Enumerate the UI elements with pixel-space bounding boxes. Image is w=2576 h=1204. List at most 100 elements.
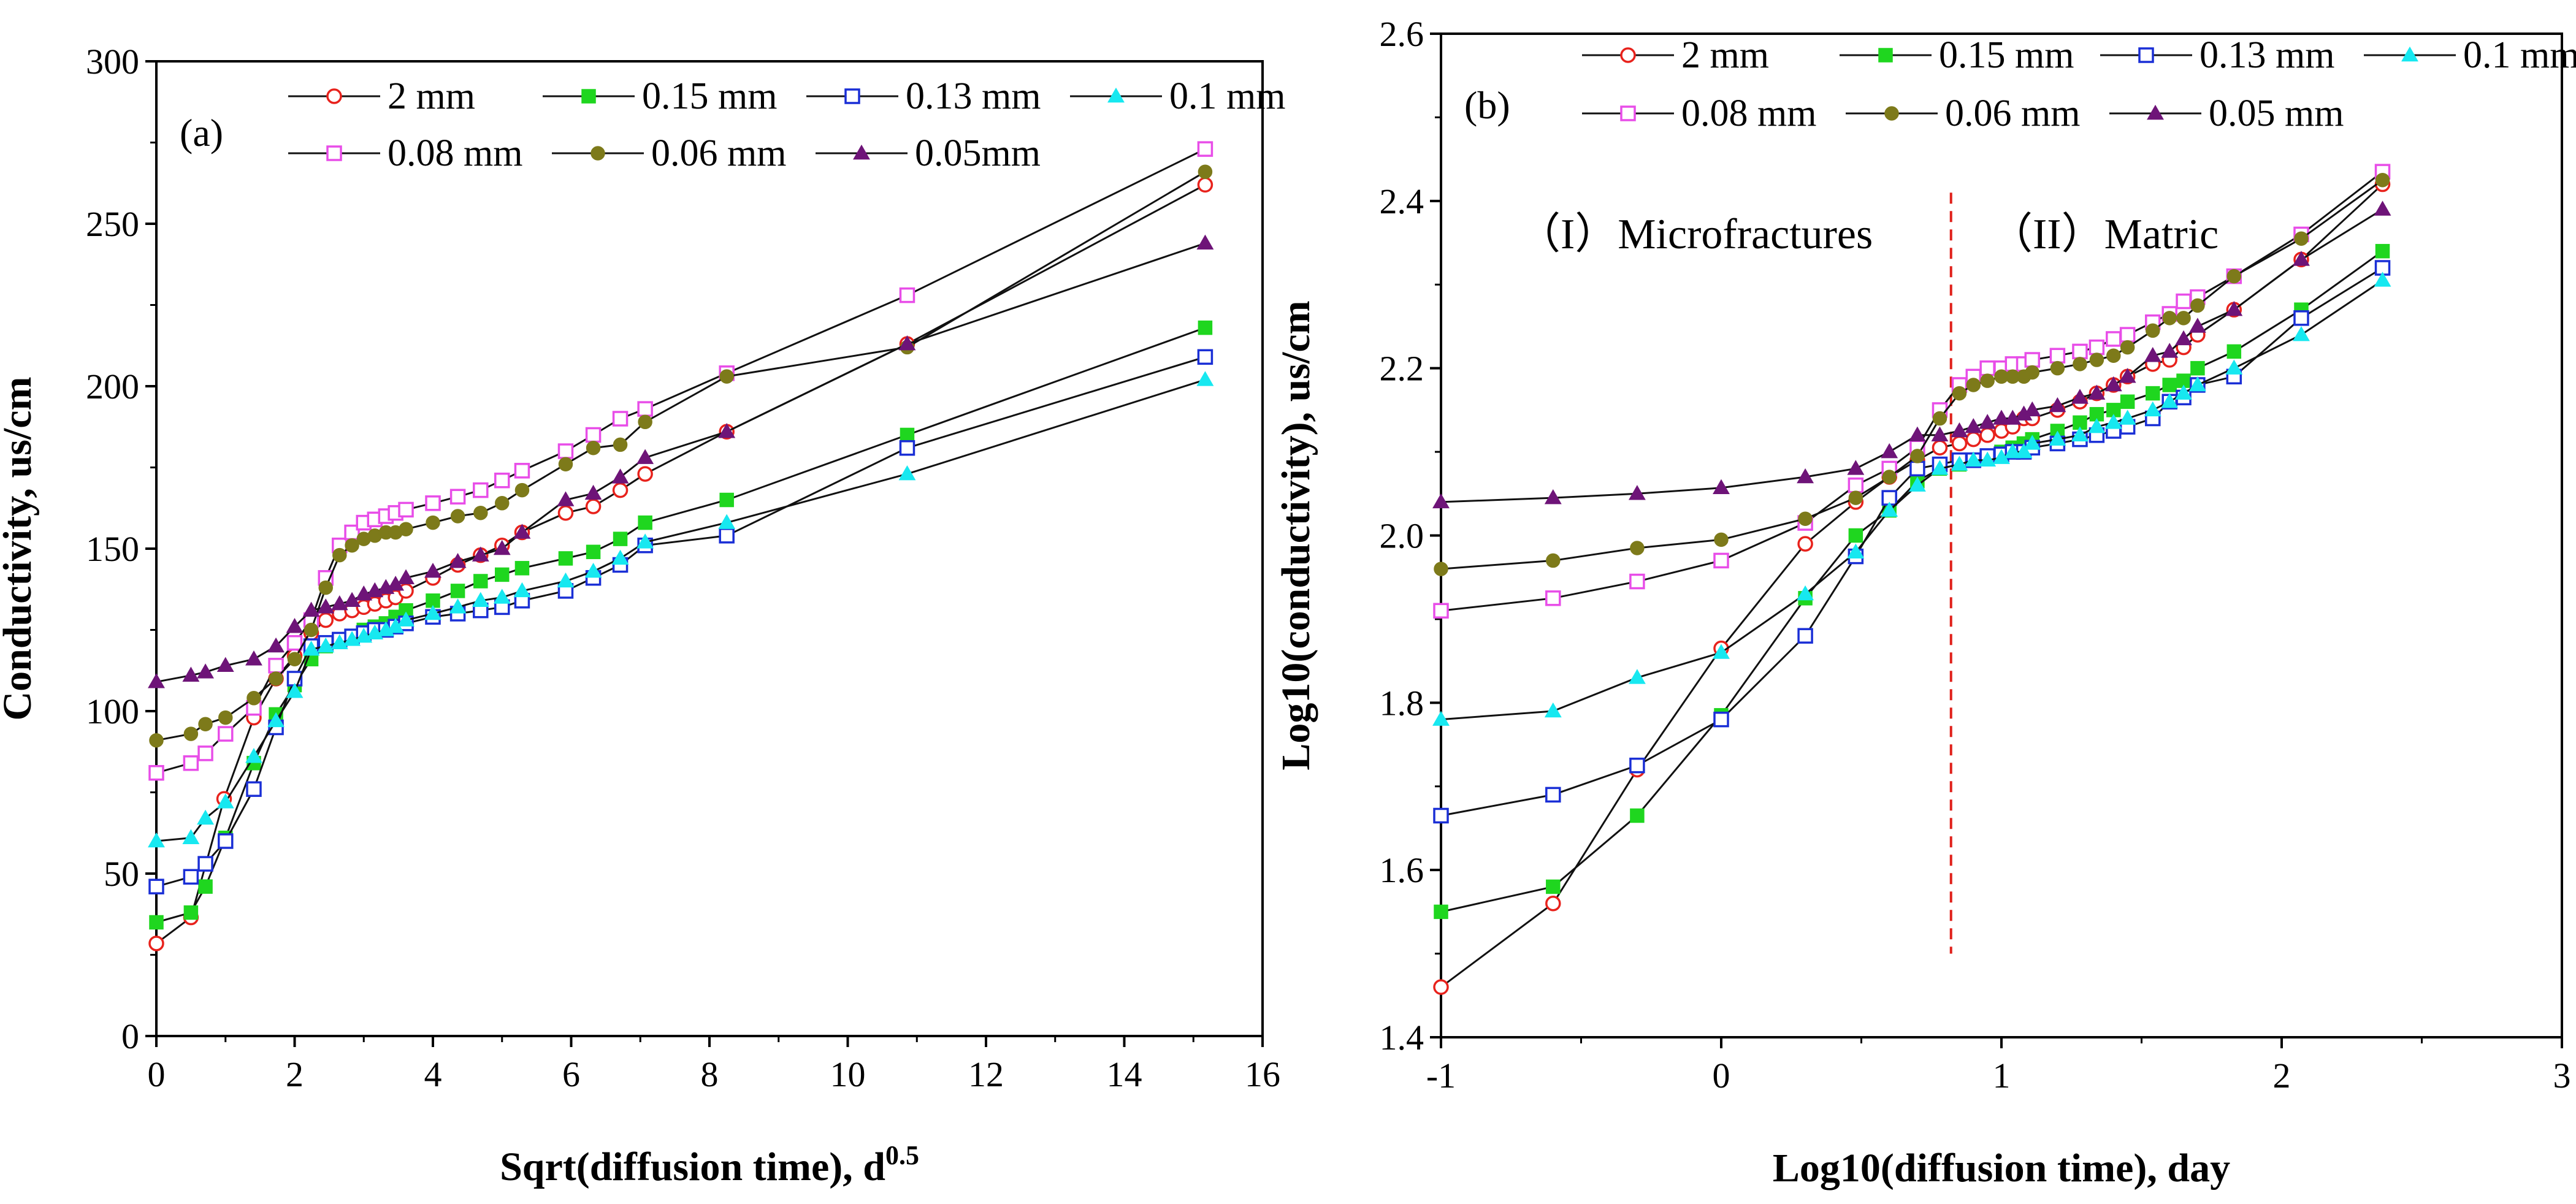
data-point-0-1-mm [1713, 644, 1730, 659]
panel-b: -1 0 1 2 3 1.4 1.6 1.8 2.0 2.2 2.4 2.6 （I）Microfrac… [1274, 14, 2576, 1191]
y-tick-label: 100 [86, 692, 139, 731]
x-tick-label: 16 [1245, 1054, 1280, 1094]
data-point-0-15-mm [2375, 243, 2390, 259]
data-point-0-08-mm [2072, 343, 2088, 360]
legend-item-0-05mm: 0.05mm [816, 132, 1041, 174]
data-point-0-08-mm [612, 411, 629, 427]
data-point-0-1-mm [182, 829, 200, 844]
data-point-0-1-mm [2175, 384, 2192, 400]
data-point-0-1-mm [197, 809, 214, 825]
plot-frame-a [155, 60, 1264, 1037]
legend-label-0-15-mm: 0.15 mm [642, 75, 777, 117]
data-point-0-15-mm [558, 551, 573, 566]
data-point-0-06-mm [495, 496, 510, 511]
data-point-0-1-mm [2188, 376, 2206, 392]
x-tick-label: -1 [1426, 1056, 1456, 1095]
data-point-0-05-mm [1713, 479, 1730, 494]
legend-marker-0-06-mm [1884, 106, 1899, 121]
data-point-0-08-mm [2089, 339, 2105, 356]
y-tick-label: 0 [121, 1016, 139, 1056]
data-point-2-mm [557, 505, 574, 521]
data-point-0-13-mm [1713, 711, 1729, 728]
legend-marker-0-1-mm [2401, 46, 2418, 62]
data-point-0-13-mm [148, 878, 164, 894]
data-point-0-15-mm [2120, 394, 2135, 409]
data-point-0-06-mm [1714, 532, 1729, 547]
data-point-0-06-mm [318, 580, 333, 595]
data-point-0-05-mm [2161, 343, 2179, 358]
x-tick-label: 10 [830, 1054, 866, 1094]
x-tick-label: 14 [1107, 1054, 1142, 1094]
data-point-0-05mm [148, 673, 165, 688]
data-point-2-mm [1951, 435, 1968, 452]
y-tick-label: 1.6 [1380, 850, 1424, 890]
data-point-0-06-mm [426, 515, 440, 530]
data-point-0-15-mm [719, 492, 734, 508]
data-point-0-08-mm [197, 745, 213, 761]
x-axis-title-main-a: Sqrt(diffusion time), d [500, 1145, 885, 1189]
data-point-0-15-mm [2162, 378, 2177, 392]
data-point-0-1-mm [397, 611, 415, 627]
data-point-0-05-mm [1993, 410, 2010, 425]
data-point-0-06-mm [1910, 449, 1925, 463]
data-point-2-mm [1197, 177, 1213, 193]
data-point-0-05-mm [2024, 401, 2041, 417]
data-point-0-05-mm [1797, 468, 1814, 484]
data-point-0-06-mm [613, 437, 628, 452]
legend-item-0-06-mm: 0.06 mm [552, 132, 786, 174]
data-point-0-06-mm [638, 414, 652, 430]
y-tick-label: 2.6 [1380, 14, 1424, 54]
legend-marker-0-08-mm [326, 145, 342, 161]
data-point-0-08-mm [449, 489, 466, 505]
data-point-0-08-mm [2119, 327, 2136, 343]
x-axis-title-b: Log10(diffusion time), day [1773, 1146, 2230, 1191]
data-point-0-05mm [197, 663, 214, 679]
data-point-0-1-mm [2119, 410, 2136, 425]
data-point-0-1-mm [424, 604, 441, 620]
data-point-0-1-mm [449, 598, 467, 614]
data-point-0-05mm [317, 598, 335, 614]
data-point-0-08-mm [286, 634, 303, 651]
data-point-0-06-mm [183, 726, 199, 741]
data-point-0-08-mm [218, 726, 234, 742]
data-point-0-05mm [1196, 234, 1214, 250]
legend-b: 2 mm 0.15 mm 0.13 mm 0.1 mm 0.08 mm 0.06 mm 0.… [1582, 34, 2576, 134]
legend-label-0-1-mm: 0.1 mm [1169, 75, 1285, 117]
data-point-0-06-mm [1198, 164, 1213, 179]
data-point-0-05mm [424, 562, 441, 578]
data-point-0-06-mm [2146, 323, 2160, 338]
data-point-0-1-mm [267, 712, 285, 728]
data-point-0-08-mm [1433, 603, 1449, 619]
data-point-0-1-mm [898, 465, 916, 481]
data-point-0-08-mm [148, 764, 164, 781]
x-tick-label: 2 [2273, 1056, 2291, 1095]
legend-marker-0-13-mm [844, 88, 860, 104]
y-tick-label: 50 [104, 854, 139, 894]
data-point-0-1-mm [1196, 371, 1214, 386]
y-tick-label: 2.0 [1380, 516, 1424, 556]
data-point-0-08-mm [494, 472, 510, 489]
data-point-0-1-mm [718, 514, 736, 529]
data-point-0-15-mm [1630, 808, 1645, 823]
data-point-0-15-mm [473, 574, 488, 589]
y-tick-label: 2.4 [1380, 181, 1424, 221]
x-axis-title-a: Sqrt(diffusion time), d0.5 [500, 1140, 919, 1189]
series-line-0-08-mm [156, 148, 1206, 774]
data-point-0-15-mm [149, 915, 164, 930]
data-point-0-06-mm [1882, 470, 1897, 484]
panel-a: 0 2 4 6 8 10 12 14 16 0 50 100 150 200 250 300 (a) 2 mm… [0, 42, 1285, 1189]
data-point-0-08-mm [637, 401, 653, 417]
data-point-0-1-mm [1847, 543, 1865, 559]
data-point-0-15-mm [613, 532, 628, 546]
legend-a: 2 mm 0.15 mm 0.13 mm 0.1 mm 0.08 mm 0.06 mm 0.… [288, 75, 1285, 174]
data-point-2-mm [585, 498, 602, 514]
data-point-0-1-mm [2144, 401, 2161, 417]
data-point-0-15-mm [638, 515, 652, 530]
data-point-0-06-mm [2190, 298, 2205, 313]
data-point-0-05-mm [2049, 397, 2066, 413]
data-point-0-06-mm [1966, 378, 1981, 392]
legend-item-2-mm: 2 mm [1582, 34, 1769, 76]
data-point-0-13-mm [218, 833, 234, 849]
data-point-0-13-mm [1433, 807, 1449, 824]
